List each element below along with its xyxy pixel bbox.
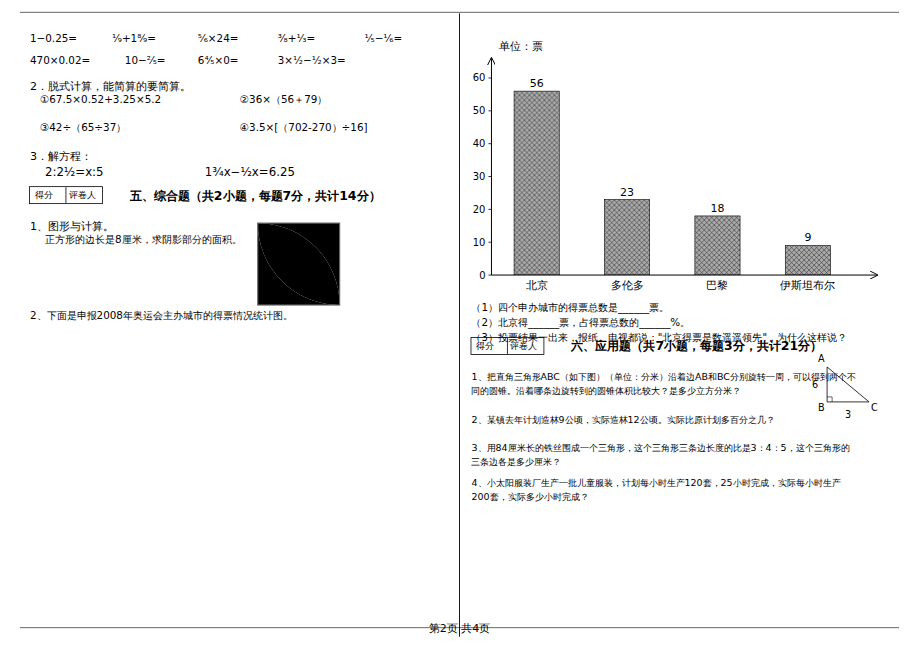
y-axis-label: 单位：票 [499, 40, 543, 53]
annotation: ⁵⁄₆×24= [198, 32, 239, 44]
annotation: ④3.5×[（702-270）÷16] [240, 121, 368, 133]
annotation: 2、某镇去年计划造林9公顷，实际造林12公顷。实际比原计划多百分之几？ [471, 414, 774, 425]
annotation: 1、把直角三角形ABC（如下图）（单位：分米）沿着边AB和BC分别旋转一周，可以… [471, 371, 855, 382]
annotation: 3、用84厘米长的铁丝围成一个三角形，这个三角形三条边长度的比是3：4：5，这个… [471, 442, 849, 453]
y-tick [488, 77, 491, 78]
annotation: 正方形的边长是8厘米，求阴影部分的面积。 [45, 233, 242, 245]
annotation: 第2页 共4页 [429, 622, 491, 635]
y-tick-label: 30 [473, 171, 486, 182]
y-tick-label: 50 [473, 105, 486, 116]
annotation: 470×0.02= [30, 54, 90, 66]
data-label: 23 [620, 186, 634, 199]
annotation: 3．解方程： [30, 150, 92, 163]
annotation: B [818, 402, 825, 413]
annotation: 3 [845, 409, 851, 420]
annotation: 六、应用题（共7小题，每题3分，共计21分） [570, 338, 822, 353]
annotation: 6⁴⁄₅×0= [198, 54, 239, 66]
score-box [29, 187, 102, 204]
annotation: 1−0.25= [30, 32, 77, 44]
bar [514, 91, 559, 275]
data-label: 56 [530, 77, 544, 90]
square-figure [258, 223, 340, 305]
annotation: C [871, 402, 878, 413]
annotation: 得分 [35, 190, 53, 200]
annotation: 2、下面是申报2008年奥运会主办城市的得票情况统计图。 [30, 309, 293, 321]
annotation: （2）北京得______票，占得票总数的______%。 [471, 316, 690, 329]
annotation: 1、图形与计算。 [30, 220, 114, 233]
lens-region [258, 223, 340, 305]
annotation: 五、综合题（共2小题，每题7分，共计14分） [129, 188, 381, 203]
annotation: 6 [812, 379, 818, 390]
score-box-divider [65, 187, 66, 203]
x-tick-label: 伊斯坦布尔 [780, 278, 835, 292]
annotation: 评卷人 [510, 341, 537, 351]
divider [459, 13, 460, 636]
annotation: ¹⁄₅−¹⁄₆= [365, 32, 403, 44]
x-tick-label: 北京 [526, 278, 548, 292]
y-tick-label: 60 [473, 72, 486, 83]
annotation: 1³⁄₄x−¹⁄₂x=6.25 [205, 165, 295, 179]
bar-chart: 56 23 18 9 0 10 20 30 40 50 60 北京 多伦多 巴黎 伊斯坦布尔 单位：票 [473, 40, 877, 292]
annotation: 3×¹⁄₂−¹⁄₂×3= [278, 54, 346, 66]
bar [695, 216, 740, 275]
x-tick-label: 多伦多 [611, 278, 644, 292]
annotation: 评卷人 [69, 190, 96, 200]
x-axis [491, 275, 877, 276]
y-tick-label: 20 [473, 204, 486, 215]
y-tick [488, 275, 491, 276]
y-tick-label: 10 [473, 237, 486, 248]
annotation: ②36×（56＋79） [240, 93, 328, 105]
y-tick [488, 176, 491, 177]
annotation: 200套，实际多少小时完成？ [471, 491, 588, 502]
square-border [258, 223, 340, 305]
square-background [258, 223, 340, 305]
y-tick [488, 110, 491, 111]
annotation: （1）四个申办城市的得票总数是______票。 [471, 301, 669, 314]
annotation: 2:2¹⁄₂=x:5 [45, 165, 104, 179]
y-tick [488, 143, 491, 144]
y-tick-label: 0 [479, 270, 485, 281]
page: 1−0.25= ¹⁄₉+1⁸⁄₉= ⁵⁄₆×24= ³⁄₈+¹⁄₃= ¹⁄₅−¹⁄₆= 4… [0, 0, 919, 650]
y-tick [488, 242, 491, 243]
annotation: 同的圆锥。沿着哪条边旋转到的圆锥体积比较大？是多少立方分米？ [471, 385, 741, 396]
corner-region-bottom-left [258, 223, 340, 305]
top-rule [20, 12, 899, 13]
bars [514, 91, 830, 275]
annotation: 三条边各是多少厘米？ [471, 456, 561, 467]
annotation: 2．脱式计算，能简算的要简算。 [30, 80, 191, 93]
annotation: ³⁄₈+¹⁄₃= [278, 32, 316, 44]
score-box-frame [29, 187, 102, 204]
annotation: 10−²⁄₅= [125, 54, 166, 66]
y-tick [488, 209, 491, 210]
page-background [0, 0, 919, 649]
corner-region-top-right [258, 223, 340, 305]
annotation: ③42÷（65÷37） [40, 121, 126, 133]
annotation: 得分 [476, 341, 494, 351]
square-shading [258, 223, 340, 305]
annotation: 4、小太阳服装厂生产一批儿童服装，计划每小时生产120套，25小时完成，实际每小… [471, 477, 840, 488]
annotation: ¹⁄₉+1⁸⁄₉= [112, 32, 156, 44]
annotation: ①67.5×0.52+3.25×5.2 [40, 93, 161, 105]
y-tick-label: 40 [473, 138, 486, 149]
bar [604, 200, 649, 276]
x-tick-label: 巴黎 [706, 278, 728, 292]
right-angle-mark [827, 397, 832, 402]
bar [785, 245, 830, 275]
data-label: 9 [804, 231, 811, 244]
data-label: 18 [710, 202, 724, 215]
annotation: A [818, 354, 825, 365]
